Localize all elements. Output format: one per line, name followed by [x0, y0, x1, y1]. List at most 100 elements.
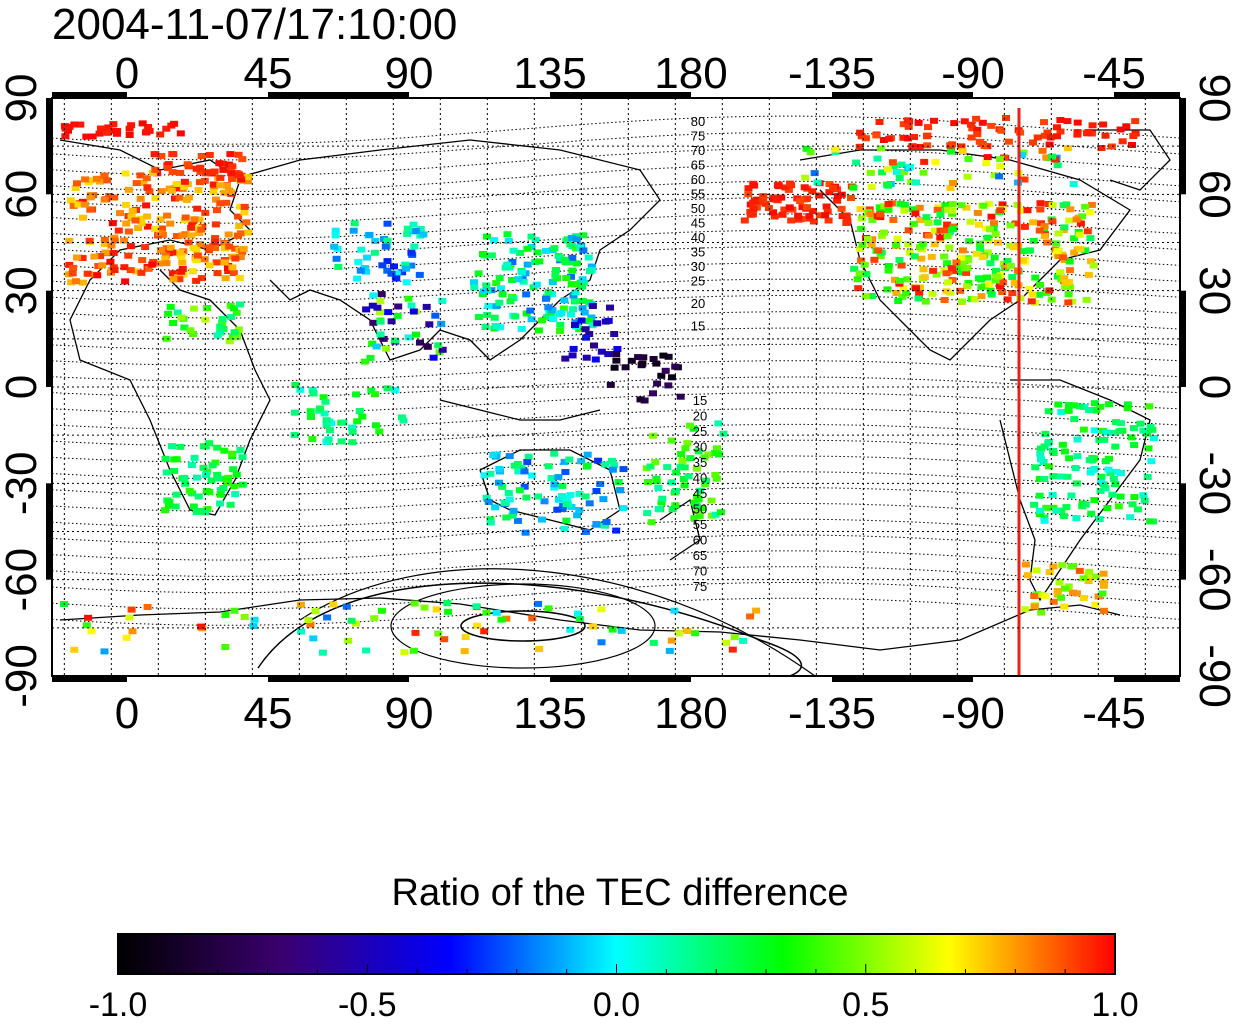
tec-pixel — [800, 184, 809, 191]
tec-pixel — [1072, 216, 1081, 223]
contour-line — [52, 566, 1180, 594]
tec-pixel — [195, 230, 204, 237]
tec-pixel — [1063, 145, 1072, 152]
tec-pixel — [324, 436, 333, 443]
tec-pixel — [700, 454, 709, 461]
tec-pixel — [552, 267, 560, 273]
tec-pixel — [189, 503, 198, 510]
tec-pixel — [577, 458, 586, 465]
lat-tick-label-left: 90 — [0, 74, 46, 123]
tec-pixel — [235, 172, 243, 179]
tec-pixel — [1087, 201, 1096, 208]
tec-pixel — [857, 133, 866, 140]
tec-pixel — [970, 296, 979, 303]
tec-pixel — [113, 128, 122, 134]
tec-pixel — [990, 220, 998, 227]
tec-pixel — [1031, 464, 1040, 471]
tec-pixel — [561, 355, 570, 362]
tec-pixel — [203, 506, 212, 512]
tec-pixel — [71, 185, 80, 191]
tec-pixel — [903, 117, 912, 124]
tec-pixel — [107, 242, 116, 249]
tec-pixel — [121, 170, 130, 177]
tec-pixel — [410, 243, 419, 250]
tec-pixel — [1008, 274, 1017, 281]
tec-pixel — [637, 362, 646, 369]
tec-pixel — [580, 309, 589, 316]
tec-pixel — [1030, 593, 1039, 600]
tec-pixel — [527, 316, 536, 323]
tec-pixel — [224, 268, 233, 274]
tec-pixel — [226, 151, 235, 158]
tec-pixel — [1029, 219, 1038, 226]
tec-pixel — [250, 616, 259, 623]
tec-pixel — [368, 340, 377, 347]
tec-pixel — [711, 471, 720, 478]
tec-pixel — [924, 124, 932, 131]
tec-pixel — [1052, 240, 1061, 247]
tec-pixel — [162, 469, 171, 476]
tec-pixel — [960, 118, 969, 125]
frame-bar — [1114, 92, 1180, 98]
frame-bar — [268, 676, 409, 682]
tec-pixel — [411, 629, 420, 636]
tec-pixel — [597, 639, 606, 646]
tec-pixel — [1073, 119, 1082, 126]
tec-pixel — [220, 189, 229, 196]
tec-pixel — [646, 463, 655, 470]
tec-pixel — [1040, 514, 1049, 521]
tec-pixel — [522, 291, 531, 298]
tec-pixel — [976, 240, 984, 247]
magnetic-latitude-contours — [52, 115, 1180, 676]
tec-pixel — [567, 311, 575, 318]
tec-pixel — [527, 233, 536, 240]
tec-pixel — [86, 206, 95, 213]
tec-pixel — [86, 177, 95, 184]
tec-pixel — [1045, 569, 1054, 576]
tec-pixel — [1130, 494, 1139, 500]
tec-pixel — [362, 647, 371, 654]
tec-pixel — [360, 358, 369, 365]
tec-pixel — [134, 225, 143, 231]
tec-pixel — [216, 174, 225, 181]
tec-pixel — [822, 203, 831, 210]
tec-pixel — [821, 212, 830, 219]
tec-pixel — [509, 507, 518, 514]
tec-pixel — [201, 509, 209, 516]
tec-pixel — [114, 227, 123, 234]
tec-pixel — [207, 477, 216, 484]
tec-pixel — [1111, 481, 1120, 488]
tec-pixel — [142, 175, 151, 182]
tec-pixel — [671, 502, 680, 509]
tec-pixel — [998, 279, 1007, 286]
tec-pixel — [156, 247, 165, 253]
tec-pixel — [610, 364, 619, 371]
tec-pixel — [907, 179, 916, 186]
tec-pixel — [502, 615, 511, 622]
south-oval-ring — [390, 583, 656, 669]
tec-pixel — [224, 231, 233, 238]
contour-line — [52, 376, 1180, 398]
tec-pixel — [407, 302, 416, 309]
tec-pixel — [231, 255, 240, 262]
tec-pixel — [1006, 262, 1015, 269]
tec-pixel — [169, 151, 178, 158]
tec-pixel — [866, 211, 875, 217]
contour-line — [52, 439, 1180, 463]
tec-pixel — [582, 528, 590, 535]
tec-pixel — [900, 207, 909, 214]
tec-pixel — [98, 262, 107, 269]
tec-pixel — [1060, 448, 1069, 455]
tec-pixel — [92, 175, 101, 182]
tec-pixel — [470, 284, 479, 291]
tec-pixel — [923, 142, 932, 149]
south-contour-label: 65 — [693, 548, 707, 563]
frame-bar — [832, 92, 973, 98]
tec-pixel — [671, 488, 680, 494]
tec-pixel — [678, 458, 687, 464]
tec-pixel — [889, 163, 898, 169]
tec-pixel — [785, 204, 794, 211]
tec-pixel — [897, 161, 906, 168]
tec-pixel — [663, 464, 672, 471]
tec-pixel — [1057, 594, 1065, 601]
